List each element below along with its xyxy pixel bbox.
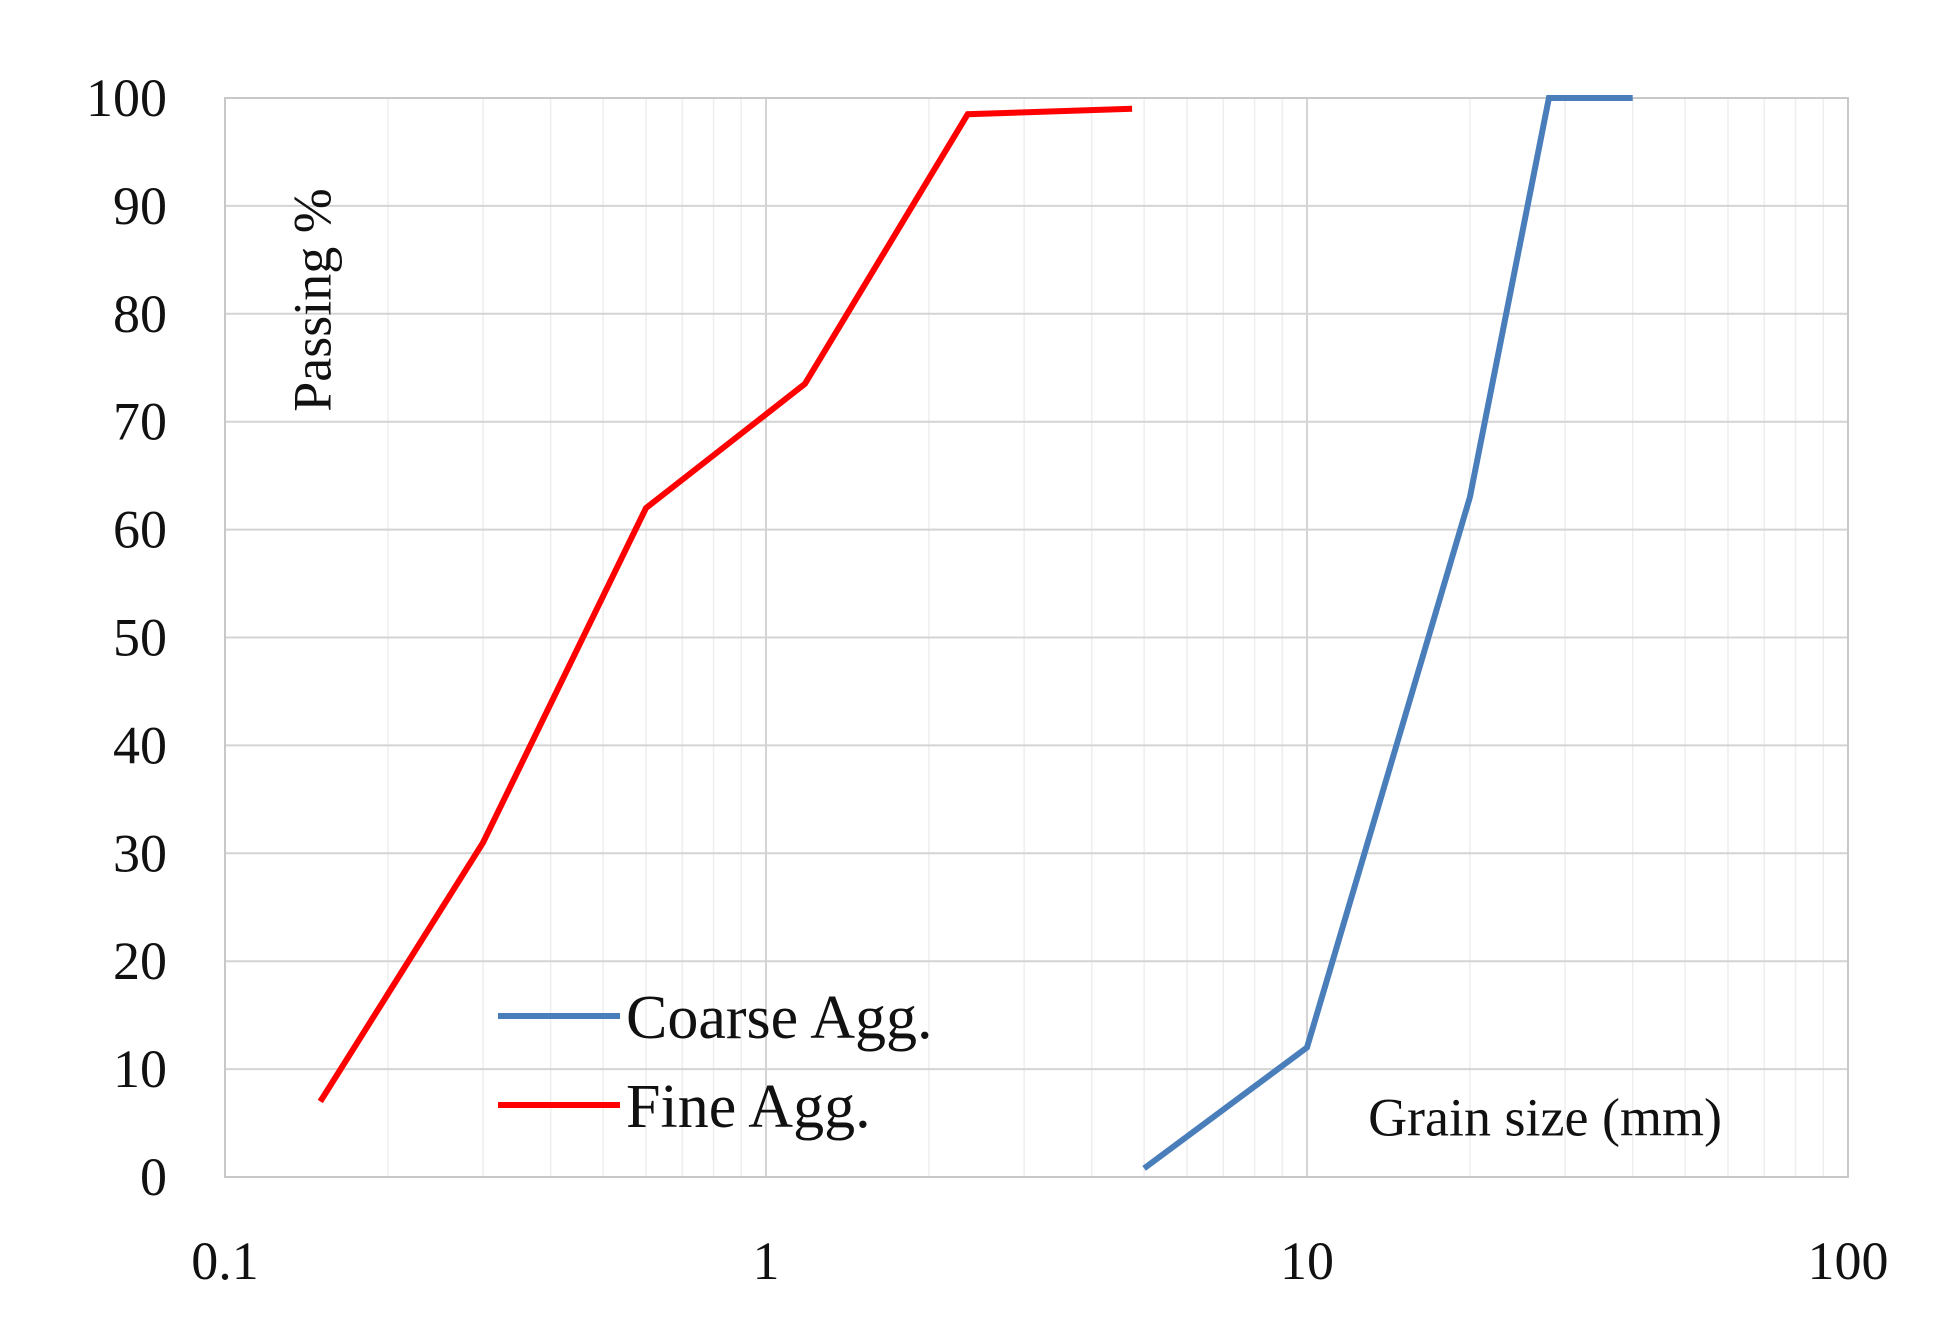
y-axis-title: Passing % bbox=[282, 188, 342, 412]
y-tick-label: 70 bbox=[113, 392, 167, 452]
series-layer bbox=[317, 95, 1633, 1171]
y-tick-label: 20 bbox=[113, 931, 167, 991]
y-tick-label: 50 bbox=[113, 608, 167, 668]
legend: Coarse Agg. Fine Agg. bbox=[498, 984, 933, 1141]
x-tick-label: 0.1 bbox=[191, 1231, 259, 1291]
y-tick-label: 80 bbox=[113, 284, 167, 344]
x-tick-label: 1 bbox=[753, 1231, 780, 1291]
y-tick-label: 40 bbox=[113, 715, 167, 775]
x-tick-labels: 0.1 1 10 100 bbox=[191, 1231, 1888, 1291]
y-tick-label: 0 bbox=[140, 1147, 167, 1207]
y-tick-label: 60 bbox=[113, 500, 167, 560]
y-tick-label: 100 bbox=[86, 68, 167, 128]
x-axis-title: Grain size (mm) bbox=[1368, 1087, 1722, 1147]
series-line-fine bbox=[317, 105, 1133, 1104]
y-tick-label: 30 bbox=[113, 823, 167, 883]
plot-border bbox=[224, 97, 1849, 1178]
series-line-coarse bbox=[1142, 95, 1633, 1171]
x-tick-label: 100 bbox=[1808, 1231, 1889, 1291]
y-tick-label: 10 bbox=[113, 1039, 167, 1099]
y-tick-label: 90 bbox=[113, 176, 167, 236]
y-tick-labels: 0 10 20 30 40 50 60 70 80 90 100 bbox=[86, 68, 167, 1207]
x-tick-label: 10 bbox=[1280, 1231, 1334, 1291]
legend-label-coarse: Coarse Agg. bbox=[626, 984, 933, 1052]
legend-label-fine: Fine Agg. bbox=[626, 1073, 871, 1141]
